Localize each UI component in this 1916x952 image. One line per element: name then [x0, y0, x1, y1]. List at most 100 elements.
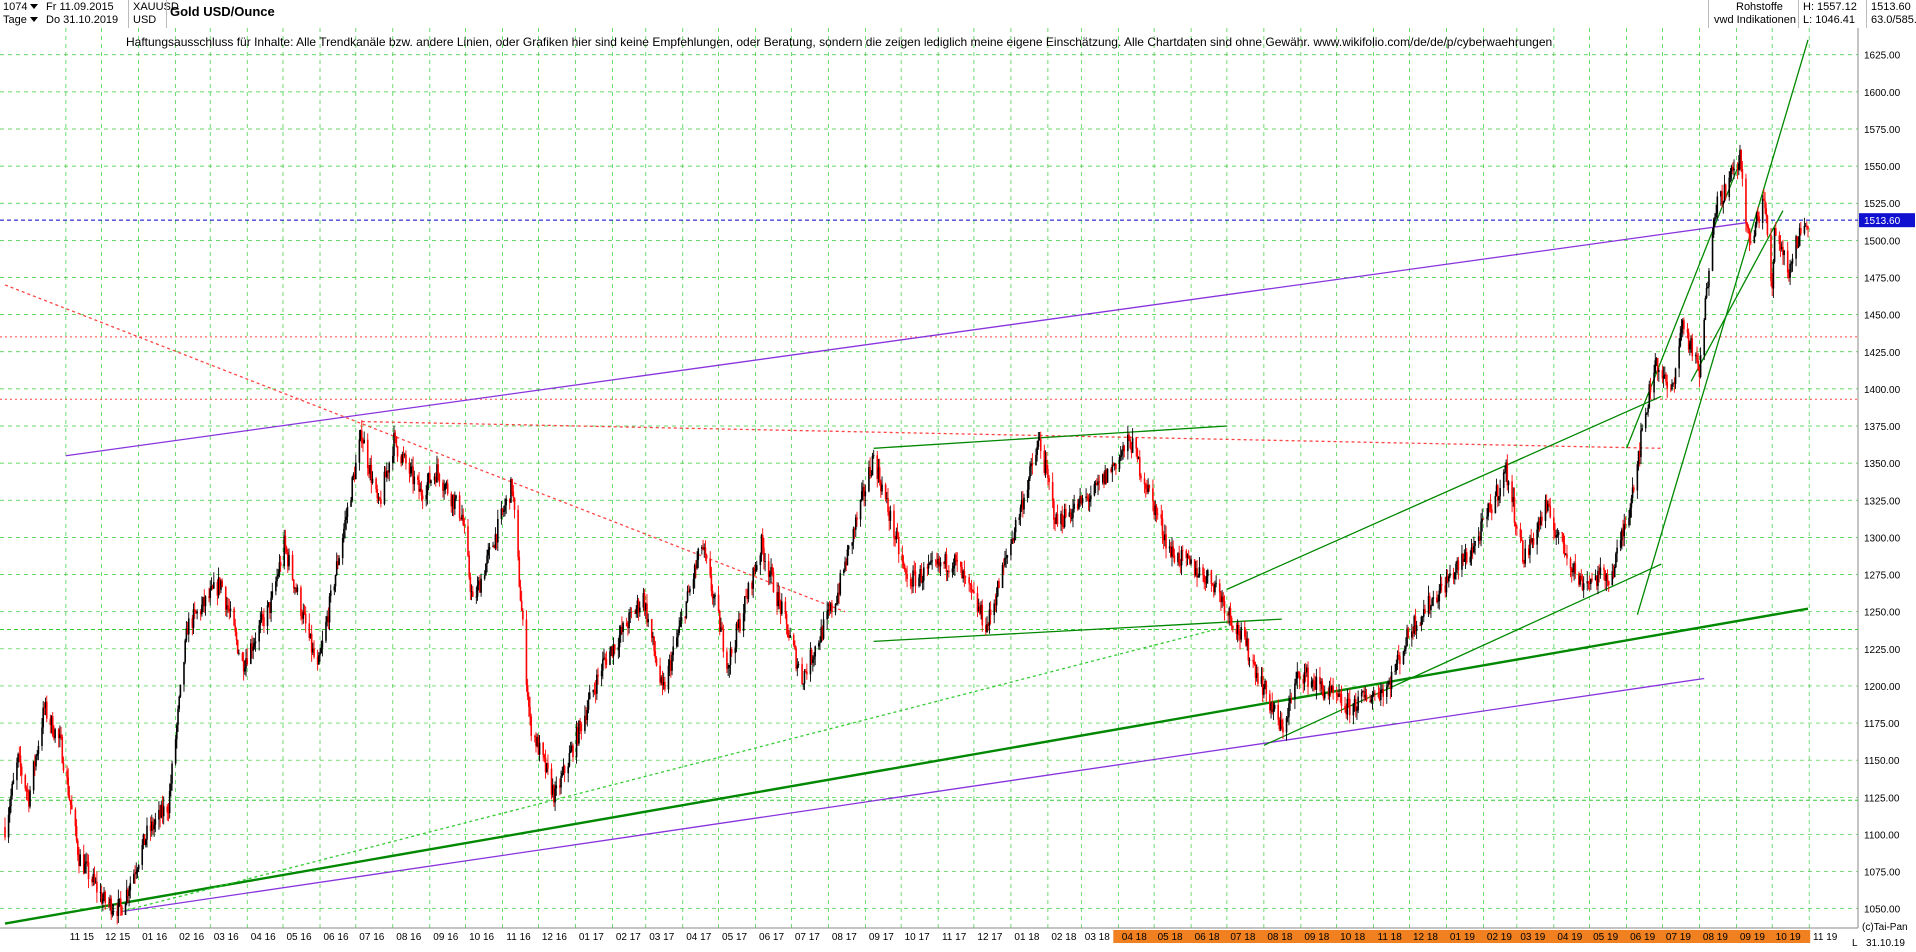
- candle-body: [1757, 212, 1759, 217]
- candle-body: [1544, 500, 1547, 521]
- dropdown-icon[interactable]: [29, 17, 38, 23]
- candle-body: [179, 684, 182, 697]
- trend-line: [1263, 563, 1662, 746]
- candle-body: [128, 890, 130, 897]
- candle-body: [116, 911, 118, 916]
- x-tick-label: 05 19: [1593, 932, 1618, 943]
- candle-body: [667, 665, 670, 690]
- candle-body: [418, 479, 420, 492]
- candle-body: [1294, 683, 1296, 699]
- candle-body: [510, 479, 512, 503]
- candle-body: [146, 825, 148, 840]
- candle-body: [1253, 661, 1256, 665]
- candle-body: [1206, 570, 1209, 577]
- candle-body: [727, 667, 729, 669]
- candle-body: [92, 874, 95, 883]
- candle-body: [366, 439, 369, 468]
- candle-body: [534, 735, 536, 737]
- candle-body: [1245, 636, 1247, 646]
- candle-body: [920, 569, 923, 583]
- candle-body: [124, 903, 127, 915]
- candle-body: [659, 665, 661, 683]
- candle-body: [1616, 547, 1618, 554]
- candle-body: [494, 534, 497, 549]
- candle-body: [1270, 702, 1272, 711]
- candle-body: [594, 690, 597, 694]
- candle-body: [693, 565, 696, 580]
- candle-body: [145, 839, 147, 846]
- candle-body: [1221, 596, 1223, 603]
- candle-body: [329, 590, 332, 597]
- x-tick-label: 10 19: [1776, 932, 1801, 943]
- candle-body: [202, 597, 204, 605]
- candle-body: [1314, 684, 1316, 690]
- candle-body: [129, 883, 132, 891]
- candle-body: [760, 534, 763, 556]
- candle-body: [1153, 501, 1155, 515]
- candle-body: [1598, 570, 1600, 575]
- candle-body: [1096, 483, 1098, 485]
- candle-body: [96, 881, 98, 893]
- trend-line: [120, 625, 1228, 913]
- candle-body: [1346, 698, 1349, 715]
- candle-body: [619, 626, 622, 636]
- candle-body: [1612, 571, 1615, 578]
- candle-body: [211, 586, 214, 589]
- candle-body: [1018, 517, 1021, 520]
- candle-body: [1413, 616, 1416, 634]
- candle-body: [1044, 459, 1047, 473]
- x-tick-highlight: [1258, 930, 1302, 943]
- candle-body: [672, 646, 675, 656]
- candle-body: [134, 873, 136, 875]
- candle-body: [1045, 459, 1048, 470]
- candle-body: [634, 613, 636, 614]
- candle-body: [526, 685, 529, 697]
- trend-line: [361, 420, 1662, 449]
- candle-body: [302, 611, 305, 619]
- candle-body: [1389, 681, 1392, 690]
- candle-body: [17, 753, 19, 763]
- candle-body: [413, 476, 416, 485]
- candle-body: [695, 565, 697, 569]
- price-chart[interactable]: 1050.00 1075.00 1100.00 1125.00 1150.00 1175.…: [0, 28, 1916, 952]
- candle-body: [1263, 688, 1265, 695]
- candle-body: [1298, 672, 1301, 680]
- candle-body: [1782, 246, 1784, 256]
- candle-body: [71, 804, 73, 810]
- candle-body: [653, 636, 655, 652]
- candle-body: [51, 716, 54, 736]
- candle-body: [1455, 563, 1457, 573]
- x-tick-label: 12 17: [977, 932, 1002, 943]
- candle-body: [1424, 609, 1426, 614]
- candle-body: [495, 534, 498, 543]
- trend-line: [873, 425, 1227, 449]
- candle-body: [1352, 703, 1355, 716]
- candle-body: [338, 558, 340, 565]
- candle-body: [417, 476, 419, 480]
- candle-body: [396, 446, 399, 457]
- candle-body: [103, 891, 105, 900]
- last-value: 1513.60: [1871, 1, 1911, 13]
- candle-body: [603, 657, 605, 660]
- candle-body: [1106, 468, 1109, 483]
- candle-body: [1289, 698, 1291, 704]
- candle-body: [739, 619, 741, 631]
- candle-body: [1486, 516, 1488, 520]
- candle-body: [143, 834, 146, 846]
- candle-body: [722, 629, 725, 652]
- candle-body: [1764, 200, 1766, 209]
- candle-body: [1068, 512, 1071, 517]
- candle-body: [1791, 258, 1794, 264]
- candle-body: [520, 600, 523, 611]
- candle-body: [216, 582, 219, 596]
- candle-body: [37, 745, 40, 754]
- dropdown-icon[interactable]: [30, 4, 39, 10]
- candle-body: [1803, 226, 1806, 234]
- candle-body: [1135, 438, 1138, 449]
- candle-body: [1179, 564, 1182, 566]
- bar-count[interactable]: 1074: [3, 1, 41, 14]
- candle-body: [501, 508, 504, 512]
- y-tick-label: 1575.00: [1864, 125, 1901, 136]
- x-tick-label: 12 16: [542, 932, 567, 943]
- period-select[interactable]: Tage: [3, 14, 41, 27]
